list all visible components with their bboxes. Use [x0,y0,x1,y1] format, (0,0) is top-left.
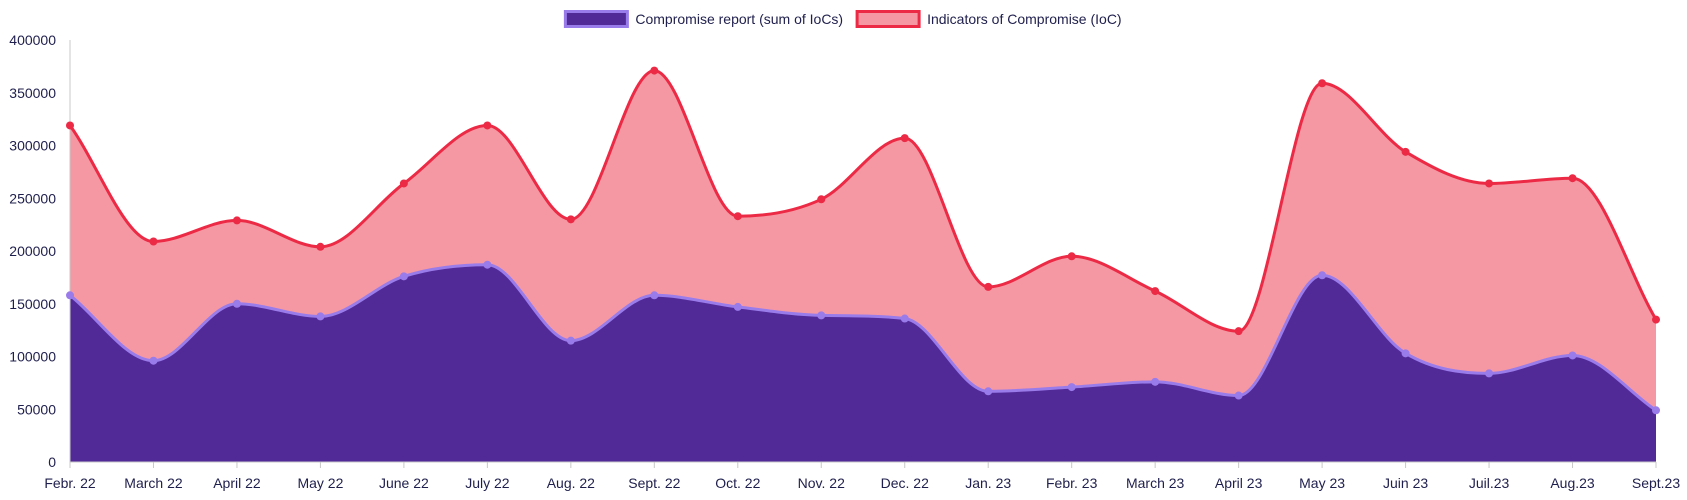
data-point-1-4[interactable] [399,179,408,188]
data-point-0-2[interactable] [232,299,241,308]
series-points [66,66,1660,415]
x-tick-label: Dec. 22 [881,475,929,491]
data-point-0-17[interactable] [1485,369,1494,378]
x-tick-label: May 22 [297,475,343,491]
legend-label-1[interactable]: Indicators of Compromise (IoC) [927,11,1122,27]
series-area-0 [70,264,1656,462]
x-tick-label: July 22 [465,475,510,491]
data-point-1-2[interactable] [232,216,241,225]
data-point-0-9[interactable] [817,311,826,320]
x-tick-label: Oct. 22 [715,475,760,491]
x-tick-label: Juin 23 [1383,475,1428,491]
data-point-1-13[interactable] [1151,287,1160,296]
data-point-0-11[interactable] [984,387,993,396]
y-tick-label: 400000 [9,32,56,48]
x-tick-label: March 22 [124,475,183,491]
data-point-0-1[interactable] [149,356,158,365]
series-line-0 [69,263,1657,412]
y-tick-label: 0 [48,454,56,470]
data-point-1-19[interactable] [1652,315,1660,324]
data-point-0-12[interactable] [1067,383,1076,392]
x-tick-label: Aug. 22 [547,475,595,491]
x-tick-label: Febr. 22 [44,475,96,491]
data-point-1-10[interactable] [900,134,909,143]
x-axis-ticks: Febr. 22 March 22 April 22 May 22 June 22 Jul… [44,462,1680,491]
legend-label-0[interactable]: Compromise report (sum of IoCs) [635,11,843,27]
data-point-0-3[interactable] [316,312,325,321]
series-lines [68,69,1658,412]
x-tick-label: Sept. 22 [628,475,680,491]
data-point-1-17[interactable] [1485,179,1494,188]
series-areas [70,70,1656,462]
y-tick-label: 300000 [9,138,56,154]
data-point-1-12[interactable] [1067,252,1076,261]
data-point-0-7[interactable] [650,291,659,300]
x-tick-label: May 23 [1299,475,1345,491]
x-tick-label: Aug.23 [1550,475,1595,491]
data-point-0-6[interactable] [566,336,575,345]
data-point-1-7[interactable] [650,66,659,75]
data-point-0-18[interactable] [1568,351,1577,360]
data-point-1-16[interactable] [1401,147,1410,156]
data-point-0-4[interactable] [399,272,408,281]
data-point-0-15[interactable] [1318,271,1327,280]
data-point-1-11[interactable] [984,282,993,291]
data-point-0-5[interactable] [483,260,492,269]
x-tick-label: April 23 [1215,475,1263,491]
data-point-1-5[interactable] [483,121,492,130]
series-line-1 [68,69,1658,333]
x-tick-label: April 22 [213,475,261,491]
y-tick-label: 250000 [9,190,56,206]
data-point-1-1[interactable] [149,237,158,246]
x-tick-label: Jan. 23 [965,475,1011,491]
data-point-0-14[interactable] [1234,391,1243,400]
data-point-1-9[interactable] [817,195,826,204]
data-point-1-3[interactable] [316,242,325,251]
x-tick-label: Juil.23 [1469,475,1510,491]
data-point-1-14[interactable] [1234,327,1243,336]
legend-swatch-1[interactable] [855,10,921,28]
axes [69,40,1656,463]
data-point-0-16[interactable] [1401,349,1410,358]
x-tick-label: March 23 [1126,475,1185,491]
x-tick-label: Sept.23 [1632,475,1680,491]
y-tick-label: 350000 [9,85,56,101]
data-point-0-13[interactable] [1151,377,1160,386]
y-tick-label: 50000 [17,401,56,417]
y-axis-ticks: 0 50000 100000 150000 200000 250000 300000 3500… [9,32,56,470]
data-point-1-18[interactable] [1568,174,1577,183]
legend: Compromise report (sum of IoCs) Indicator… [563,10,1122,28]
y-tick-label: 100000 [9,349,56,365]
y-tick-label: 150000 [9,296,56,312]
y-tick-label: 200000 [9,243,56,259]
data-point-1-6[interactable] [566,215,575,224]
legend-swatch-0[interactable] [563,10,629,28]
data-point-0-10[interactable] [900,314,909,323]
data-point-0-0[interactable] [66,291,74,300]
data-point-1-0[interactable] [66,121,74,130]
data-point-1-8[interactable] [733,212,742,221]
data-point-1-15[interactable] [1318,79,1327,88]
x-tick-label: Nov. 22 [798,475,845,491]
data-point-0-8[interactable] [733,302,742,311]
data-point-0-19[interactable] [1652,406,1660,415]
x-tick-label: Febr. 23 [1046,475,1098,491]
x-tick-label: June 22 [379,475,429,491]
